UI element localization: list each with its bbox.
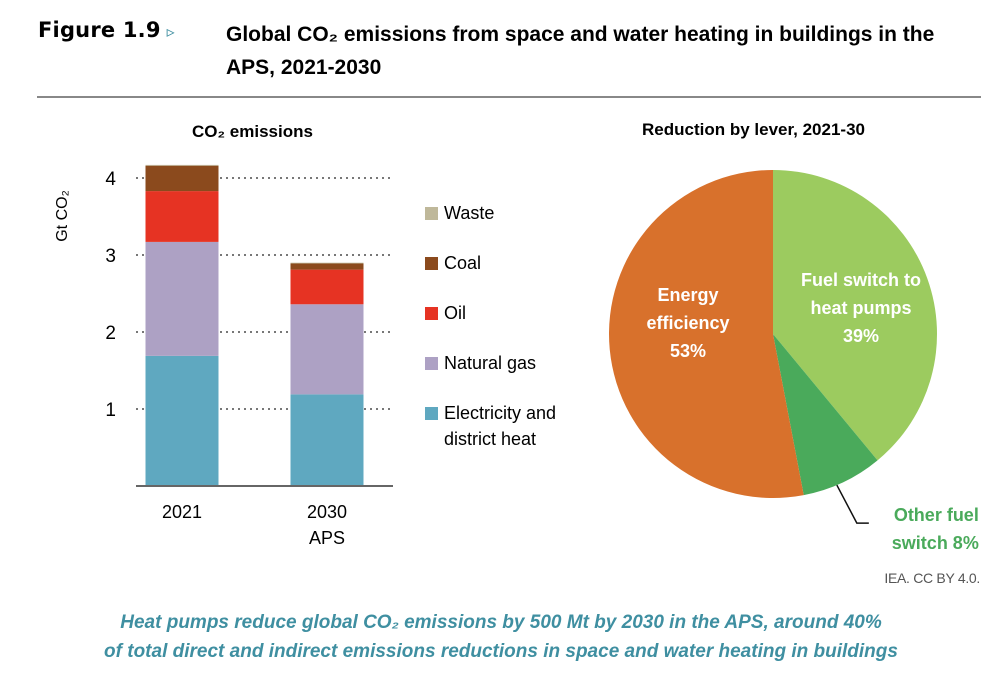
bar-segment-coal xyxy=(290,263,364,270)
bar-chart-legend: Waste Coal Oil Natural gas Electricity and di… xyxy=(425,200,556,450)
bar-segment-oil xyxy=(145,191,219,242)
leader-line xyxy=(836,484,869,524)
pie-label: 39% xyxy=(843,326,879,346)
x-tick-label: 2021 xyxy=(162,502,202,522)
triangle-arrow-icon: ▹ xyxy=(166,22,175,41)
pie-chart-title: Reduction by lever, 2021-30 xyxy=(642,120,865,139)
figure-label: Figure 1.9 ▹ xyxy=(38,18,175,42)
legend-swatch xyxy=(425,257,438,270)
bar-chart-title: CO₂ emissions xyxy=(192,122,313,141)
legend-item: Electricity and district heat xyxy=(425,400,556,450)
legend-item: Waste xyxy=(425,200,556,250)
legend-swatch xyxy=(425,357,438,370)
bar-segment-waste xyxy=(145,164,219,166)
bar-stack xyxy=(145,164,219,486)
credit-line: IEA. CC BY 4.0. xyxy=(884,570,980,586)
figure-title: Global CO₂ emissions from space and wate… xyxy=(226,23,935,79)
bar-segment-natural-gas xyxy=(290,304,364,395)
bar-segment-electricity-and-district-heat xyxy=(290,394,364,486)
bar-chart: Gt CO₂ 1 2 3 4 2021 2030 APS xyxy=(54,164,393,548)
legend-label: Waste xyxy=(444,203,495,223)
y-tick-label: 3 xyxy=(105,246,116,267)
legend-label: Electricity and district heat xyxy=(444,403,557,449)
legend-swatch xyxy=(425,407,438,420)
bar-segment-coal xyxy=(145,165,219,192)
pie-label: heat pumps xyxy=(810,298,911,318)
bar-segment-oil xyxy=(290,269,364,305)
legend-item: Natural gas xyxy=(425,350,556,400)
bar-segment-electricity-and-district-heat xyxy=(145,355,219,486)
legend-swatch xyxy=(425,307,438,320)
x-tick-label: 2030 xyxy=(307,502,347,522)
legend-swatch xyxy=(425,207,438,220)
legend-label: Oil xyxy=(444,303,466,323)
legend-item: Oil xyxy=(425,300,556,350)
x-tick-label: APS xyxy=(309,528,345,548)
pie-label: Other fuel xyxy=(894,505,979,525)
bar-segment-waste xyxy=(290,262,364,264)
pie-label: switch 8% xyxy=(892,533,979,553)
y-axis-label: Gt CO₂ xyxy=(54,190,71,242)
legend-item: Coal xyxy=(425,250,556,300)
pie-slice-energy-efficiency xyxy=(609,170,804,498)
figure-number: Figure 1.9 xyxy=(38,18,161,42)
pie-slice-other-fuel-switch xyxy=(773,334,878,496)
y-tick-label: 4 xyxy=(105,169,116,190)
caption-line-2: of total direct and indirect emissions r… xyxy=(104,641,898,662)
pie-label: efficiency xyxy=(646,313,729,333)
y-tick-label: 2 xyxy=(105,323,116,344)
legend-label: Coal xyxy=(444,253,482,273)
pie-label: Fuel switch to xyxy=(801,270,921,290)
pie-slice-fuel-switch-to-heat-pumps xyxy=(773,170,937,461)
title-divider xyxy=(37,96,981,98)
pie-chart: Fuel switch to heat pumps 39% Other fuel swi… xyxy=(609,170,979,553)
caption-line-1: Heat pumps reduce global CO₂ emissions b… xyxy=(120,612,882,633)
legend-label: Natural gas xyxy=(444,353,537,373)
figure-caption: Heat pumps reduce global CO₂ emissions b… xyxy=(0,608,1002,666)
pie-label: Energy xyxy=(657,285,718,305)
bar-stack xyxy=(290,262,364,486)
bar-segment-natural-gas xyxy=(145,241,219,356)
pie-label: 53% xyxy=(670,341,706,361)
y-tick-label: 1 xyxy=(105,400,116,421)
